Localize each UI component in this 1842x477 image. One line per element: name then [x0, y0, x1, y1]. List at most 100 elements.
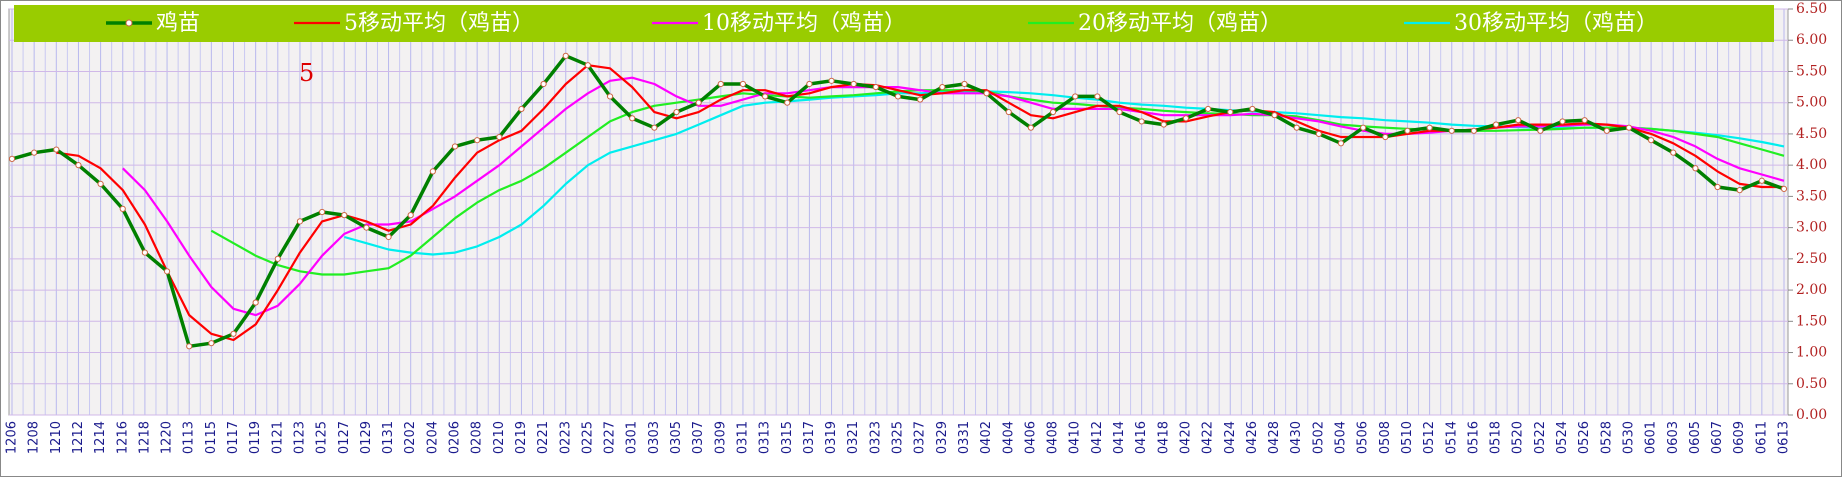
x-tick-label: 0301	[625, 421, 640, 454]
x-tick-label: 0225	[580, 421, 595, 454]
point-marker	[1271, 112, 1278, 119]
point-marker	[1581, 117, 1588, 124]
x-tick-label: 0309	[713, 421, 728, 454]
point-marker	[1492, 121, 1500, 128]
x-tick-label: 0420	[1178, 421, 1193, 454]
x-tick-label: 0426	[1245, 421, 1260, 454]
x-tick-label: 0123	[292, 421, 307, 454]
y-tick-label: 2.00	[1796, 282, 1827, 298]
y-tick-label: 1.50	[1796, 313, 1827, 329]
point-marker	[894, 93, 902, 100]
x-tick-label: 0204	[425, 421, 440, 454]
point-marker	[1049, 108, 1057, 116]
point-marker	[1182, 115, 1190, 122]
point-marker	[1293, 124, 1300, 131]
x-tick-label: 1220	[160, 421, 175, 454]
x-tick-label: 0414	[1112, 421, 1127, 454]
x-tick-label: 0508	[1378, 421, 1393, 454]
x-tick-label: 0208	[470, 421, 485, 454]
y-tick-label: 0.50	[1796, 376, 1827, 392]
point-marker	[606, 93, 614, 100]
legend-label: 10移动平均（鸡苗）	[702, 11, 906, 36]
legend-label: 鸡苗	[156, 11, 200, 36]
point-marker	[695, 99, 702, 106]
x-tick-label: 0410	[1068, 421, 1083, 454]
point-marker	[629, 115, 636, 122]
x-tick-label: 0313	[758, 421, 773, 454]
y-tick-label: 5.50	[1796, 63, 1827, 79]
point-marker	[540, 80, 547, 88]
point-marker	[208, 340, 215, 347]
point-marker	[31, 149, 38, 156]
point-marker	[1559, 118, 1566, 125]
point-marker	[1736, 187, 1743, 194]
y-tick-label: 1.00	[1796, 345, 1827, 361]
x-tick-label: 1208	[27, 421, 42, 454]
point-marker	[429, 168, 436, 175]
point-marker	[496, 133, 503, 141]
x-tick-label: 0412	[1090, 421, 1105, 454]
point-marker	[1116, 108, 1123, 116]
x-tick-label: 0325	[891, 421, 906, 454]
legend-label: 5移动平均（鸡苗）	[344, 11, 534, 36]
x-tick-label: 0305	[669, 421, 684, 454]
x-tick-label: 0528	[1599, 421, 1614, 454]
point-marker	[717, 80, 724, 88]
point-marker	[363, 224, 370, 231]
point-marker	[1404, 127, 1411, 134]
point-marker	[1648, 137, 1655, 144]
x-tick-label: 0512	[1422, 421, 1437, 454]
point-marker	[1426, 124, 1433, 131]
x-tick-label: 0311	[735, 421, 750, 454]
point-marker	[983, 90, 990, 97]
x-tick-label: 0526	[1577, 421, 1592, 454]
x-tick-label: 0221	[536, 421, 551, 454]
legend-marker	[125, 19, 133, 27]
point-marker	[518, 105, 525, 113]
x-tick-label: 0315	[780, 421, 795, 454]
point-marker	[806, 80, 813, 88]
point-marker	[141, 249, 148, 256]
point-marker	[1537, 127, 1544, 134]
x-tick-label: 0219	[514, 421, 529, 454]
point-marker	[1027, 124, 1035, 131]
x-tick-label: 0402	[979, 421, 994, 454]
x-tick-label: 0428	[1267, 421, 1282, 454]
point-marker	[1337, 140, 1345, 147]
x-tick-label: 0317	[802, 421, 817, 454]
x-tick-label: 0516	[1466, 421, 1481, 454]
point-marker	[939, 83, 946, 91]
annotation: 5	[299, 59, 314, 87]
x-tick-label: 0603	[1666, 421, 1681, 454]
x-tick-label: 0422	[1201, 421, 1216, 454]
x-tick-label: 0607	[1710, 421, 1725, 454]
x-tick-label: 0514	[1444, 421, 1459, 454]
point-marker	[1227, 108, 1234, 116]
x-tick-label: 1206	[5, 421, 20, 454]
y-tick-label: 6.00	[1796, 32, 1827, 48]
point-marker	[1160, 121, 1167, 128]
x-tick-label: 0424	[1223, 421, 1238, 454]
point-marker	[1692, 165, 1699, 172]
x-tick-label: 1210	[49, 421, 64, 454]
point-marker	[296, 218, 304, 225]
x-tick-label: 0227	[603, 421, 618, 454]
point-marker	[385, 233, 392, 241]
point-marker	[474, 137, 481, 144]
x-tick-label: 0307	[691, 421, 706, 454]
point-marker	[1780, 185, 1788, 192]
x-tick-label: 0119	[248, 421, 263, 454]
y-tick-label: 4.00	[1796, 157, 1827, 173]
x-tick-label: 0506	[1356, 421, 1371, 454]
y-tick-label: 6.50	[1796, 1, 1827, 17]
x-tick-label: 0303	[647, 421, 662, 454]
point-marker	[673, 108, 680, 116]
point-marker	[917, 96, 924, 103]
x-tick-label: 0601	[1644, 421, 1659, 454]
y-tick-label: 5.00	[1796, 95, 1827, 111]
point-marker	[75, 162, 82, 169]
y-tick-label: 0.00	[1796, 407, 1827, 423]
point-marker	[1138, 118, 1145, 125]
point-marker	[1094, 93, 1101, 100]
x-tick-label: 1218	[137, 421, 152, 454]
